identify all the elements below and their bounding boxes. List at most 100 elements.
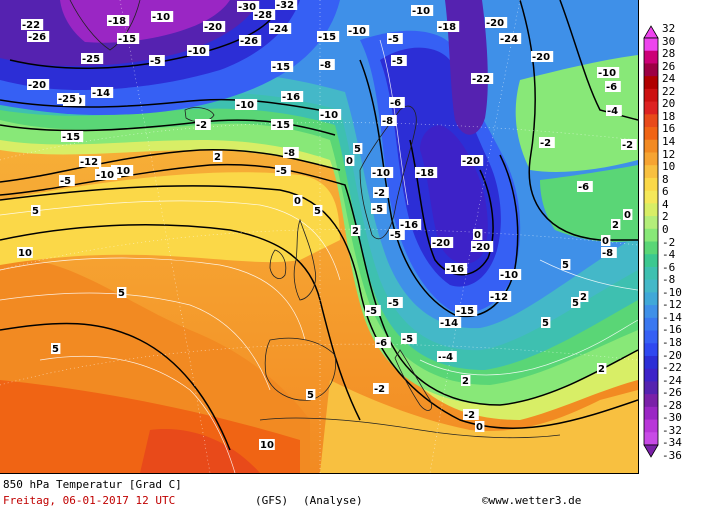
map-svg: -22-26-18-10-15-25-20-15-10-5-10-20-28-3…: [0, 0, 638, 473]
legend-bottom-arrow: [643, 444, 659, 458]
thin-isotherm-3: [0, 292, 271, 391]
map-label-text: -6: [390, 98, 401, 109]
map-label-text: 5: [307, 390, 314, 401]
map-label-box: [271, 119, 294, 130]
map-value-label: -5: [389, 229, 405, 241]
legend-swatch: [644, 177, 658, 192]
credit-link[interactable]: www.wetter3.de: [488, 494, 582, 507]
map-label-box: [107, 15, 130, 26]
map-label-text: 5: [542, 318, 549, 329]
map-footer: 850 hPa Temperatur [Grad C] Freitag, 06-…: [0, 474, 638, 513]
map-label-text: -16: [446, 264, 464, 275]
map-value-label: 0: [601, 235, 611, 247]
map-value-label: 2: [351, 225, 361, 237]
map-label-text: 0: [476, 422, 483, 433]
map-value-label: -32: [275, 0, 298, 11]
map-value-label: -4: [606, 105, 622, 117]
legend-swatch: [644, 76, 658, 90]
map-value-label: -24: [499, 33, 522, 45]
map-value-label: -5: [59, 175, 75, 187]
coast-italy: [394, 349, 433, 411]
map-label-text: 5: [354, 144, 361, 155]
map-label-text: -12: [490, 292, 508, 303]
map-label-text: -12: [80, 157, 98, 168]
legend-swatch: [644, 317, 658, 332]
legend-tick-label: 24: [662, 72, 676, 86]
map-value-label: -5: [365, 305, 381, 317]
legend-top-arrow: [643, 25, 659, 39]
map-value-label: 5: [561, 259, 571, 271]
map-label-box: [621, 139, 637, 150]
map-label-text: -10: [372, 168, 390, 179]
map-label-text: -20: [532, 52, 550, 63]
map-label-text: -10: [412, 6, 430, 17]
legend-tick-label: -4: [662, 248, 676, 262]
legend-swatch: [644, 266, 658, 281]
map-value-label: -5: [387, 297, 403, 309]
map-value-label: -10: [151, 11, 174, 23]
map-label-text: -5: [150, 56, 161, 67]
legend-tick-label: 8: [662, 172, 669, 186]
map-value-label: -22: [21, 19, 44, 31]
map-label-box: [117, 33, 140, 44]
map-label-layer: -22-26-18-10-15-25-20-15-10-5-10-20-28-3…: [17, 0, 637, 451]
map-label-text: -16: [282, 92, 300, 103]
graticule-lon-1: [119, 0, 211, 473]
map-value-label: -20: [461, 155, 484, 167]
map-value-label: -15: [271, 61, 294, 73]
legend-swatch: [644, 203, 658, 217]
map-label-box: [371, 203, 387, 214]
map-label-box: [317, 31, 340, 42]
legend-tick-label: -34: [662, 436, 682, 450]
legend-tick-label: 0: [662, 222, 669, 236]
map-label-box: [293, 195, 303, 206]
legend-swatch: [644, 419, 658, 433]
yellow-band-mid: [0, 172, 340, 265]
map-label-box: [213, 151, 223, 162]
map-label-box: [95, 169, 118, 180]
map-value-label: -14: [91, 87, 114, 99]
map-label-text: -2: [464, 410, 475, 421]
map-value-label: -6: [605, 81, 621, 93]
thin-isotherm-2: [0, 257, 306, 341]
map-value-label: -18: [107, 15, 130, 27]
map-label-text: -18: [438, 22, 456, 33]
legend-tick-label: -12: [662, 298, 682, 312]
map-label-box: [455, 305, 478, 316]
map-label-text: -15: [456, 306, 474, 317]
africa-deep: [140, 429, 260, 473]
map-label-text: -2: [622, 140, 633, 151]
map-label-box: [541, 317, 551, 328]
map-label-text: -32: [276, 0, 294, 11]
map-label-box: [319, 109, 342, 120]
map-label-text: -5: [402, 334, 413, 345]
legend-tick-label: 32: [662, 22, 676, 35]
map-value-label: -10: [235, 99, 258, 111]
map-label-box: [387, 33, 403, 44]
map-label-box: [81, 53, 104, 64]
cold-finger-north: [445, 0, 488, 135]
map-value-label: 0: [345, 155, 355, 167]
graticule-lat-2: [0, 228, 638, 271]
map-value-label: 5: [51, 343, 61, 355]
legend-tick-label: -22: [662, 361, 682, 375]
map-value-label: 2: [579, 291, 589, 303]
map-label-text: -25: [82, 54, 100, 65]
map-label-box: [283, 147, 299, 158]
coast-ireland: [269, 249, 287, 279]
credit-line[interactable]: ©www.wetter3.de: [482, 494, 581, 507]
map-value-label: 0: [473, 229, 483, 241]
map-label-box: [441, 351, 457, 362]
map-value-label: -10: [597, 67, 620, 79]
map-label-box: [347, 25, 370, 36]
map-value-label: -2: [373, 187, 389, 199]
legend-swatch: [644, 38, 658, 52]
map-label-text: -6: [376, 338, 387, 349]
map-value-label: 5: [541, 317, 551, 329]
map-label-box: [195, 119, 211, 130]
map-value-label: -8: [283, 147, 299, 159]
thin-isotherm-4: [39, 355, 236, 473]
map-value-label: -18: [437, 21, 460, 33]
legend-swatch: [644, 241, 658, 255]
map-label-box: [399, 219, 422, 230]
